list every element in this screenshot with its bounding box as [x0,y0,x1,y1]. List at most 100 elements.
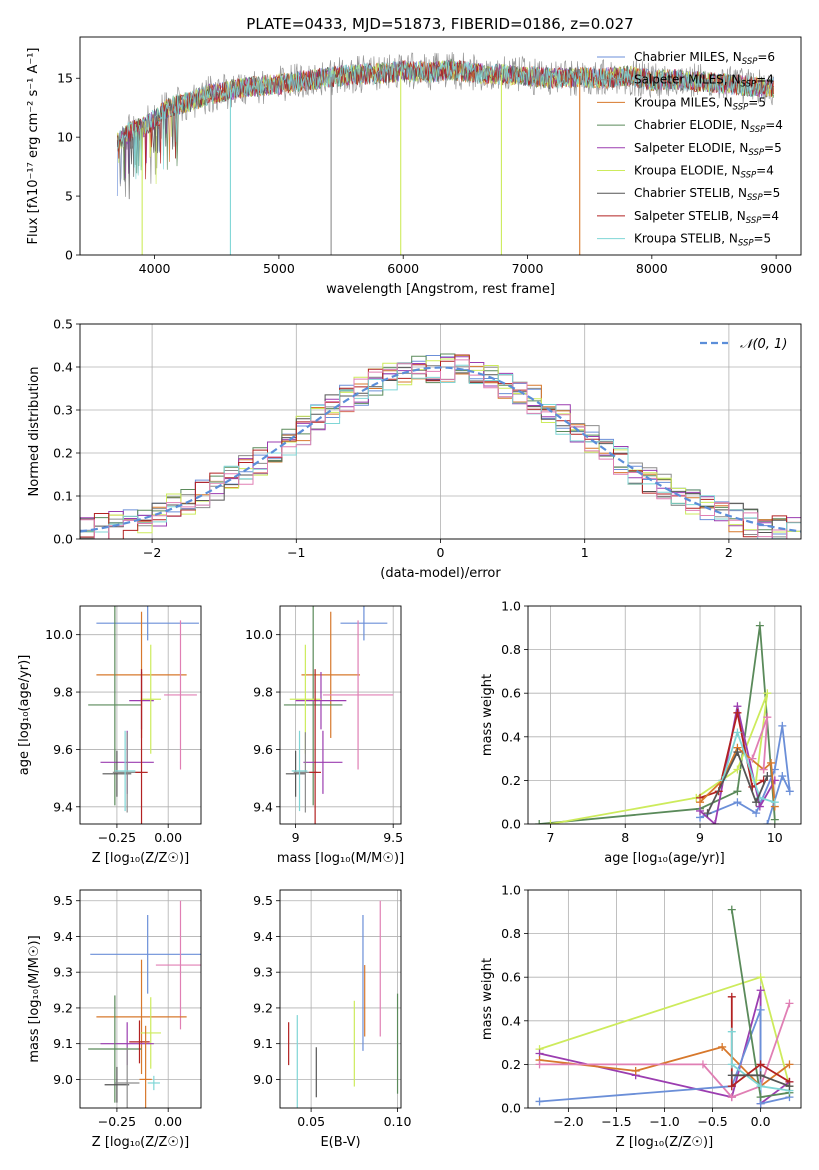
x-axis-label: wavelength [Angstrom, rest frame] [326,282,555,297]
y-tick-label: 1.0 [501,599,521,614]
weight-point [752,809,761,818]
weight-point [778,721,787,730]
legend-label: Salpeter STELIB, NSSP=4 [634,209,779,226]
y-tick-label: 0.5 [53,317,73,332]
weight-point [698,1060,707,1069]
y-tick-label: 10 [57,130,73,145]
weight-point [752,798,761,807]
y-tick-label: 9.4 [53,799,73,814]
weight-point [727,992,736,1001]
weight-point [696,806,705,815]
x-tick-label: 5000 [263,261,295,276]
y-tick-label: 9.6 [253,742,273,757]
weight-point [778,772,787,781]
axes-spectrum: 4000 5000 6000 7000 8000 9000 0 5 10 15 wavelength… [26,36,802,297]
x-axis-label: (data-model)/error [380,566,501,581]
weight-point [710,820,719,824]
legend-label: Salpeter MILES, NSSP=4 [634,73,774,90]
weight-series [721,731,776,804]
x-axis-label: Z [log₁₀(Z/Z☉)] [616,1135,713,1150]
weight-series [539,989,791,1105]
weight-point [756,1082,765,1091]
legend-label: Kroupa STELIB, NSSP=5 [634,232,771,249]
x-tick-label: −1 [287,545,305,560]
x-axis-label: Z [log₁₀(Z/Z☉)] [92,851,189,866]
y-tick-label: 9.2 [53,1000,73,1015]
y-tick-label: 9.4 [253,799,273,814]
x-tick-label: 0.00 [154,1114,182,1129]
plot-area [80,353,801,539]
legend-label: Chabrier STELIB, NSSP=5 [634,186,780,203]
x-tick-label: 8 [621,830,629,845]
y-tick-label: 9.1 [53,1036,73,1051]
y-axis-label: mass weight [480,958,495,1040]
y-tick-label: 9.8 [253,685,273,700]
x-tick-label: 4000 [139,261,171,276]
weight-point [535,820,544,824]
y-axis-label: Normed distribution [27,367,42,497]
x-tick-label: 9.5 [383,830,403,845]
figure-title: PLATE=0433, MJD=51873, FIBERID=0186, z=0… [246,15,633,33]
y-tick-label: 9.3 [253,965,273,980]
weight-point [770,798,779,807]
y-axis-label: mass weight [480,674,495,756]
weight-point [785,787,794,796]
y-tick-label: 9.5 [253,893,273,908]
legend-label: Chabrier MILES, NSSP=6 [634,50,775,67]
y-axis-label: mass [log₁₀(M/M☉)] [27,935,42,1062]
weight-series [699,725,791,824]
weight-point [733,708,742,717]
weight-point [727,1082,736,1091]
plot-area [288,900,399,1108]
x-axis-label: E(B-V) [320,1135,360,1150]
weight-point [535,1097,544,1106]
weight-point [763,772,772,781]
plot-area [283,606,394,824]
plot-area [535,621,794,824]
y-tick-label: 0.3 [53,403,73,418]
x-tick-label: 6000 [387,261,419,276]
x-tick-label: 0.05 [297,1114,325,1129]
weight-point [748,754,757,763]
weight-point [727,1093,736,1102]
x-tick-label: −0.5 [697,1114,727,1129]
x-tick-label: 7 [546,830,554,845]
weight-point [703,809,712,818]
x-tick-label: 0 [437,545,445,560]
x-tick-label: −1.5 [601,1114,631,1129]
x-tick-label: 2 [725,545,733,560]
axes-mass-vs-Z: −0.25 0.00 9.0 9.1 9.2 9.3 9.4 9.5 Z [log₁₀(Z/Z☉… [27,889,202,1150]
x-tick-label: 8000 [636,261,668,276]
y-tick-label: 9.3 [53,965,73,980]
y-tick-label: 9.6 [53,742,73,757]
legend-label: Kroupa MILES, NSSP=5 [634,95,766,112]
weight-point [767,758,776,767]
y-tick-label: 9.8 [53,685,73,700]
plot-area [88,606,199,824]
y-tick-label: 9.4 [53,929,73,944]
plot-area [535,905,794,1108]
x-tick-label: −0.25 [98,1114,136,1129]
x-tick-label: 10 [767,830,783,845]
y-tick-label: 0.4 [53,360,73,375]
weight-point [733,787,742,796]
y-tick-label: 0.6 [501,970,521,985]
x-tick-label: 9 [696,830,704,845]
axes-mass-vs-EBV: 0.05 0.10 9.0 9.1 9.2 9.3 9.4 9.5 E(B-V) [253,889,412,1150]
y-tick-label: 0.8 [501,642,521,657]
y-tick-label: 9.1 [253,1036,273,1051]
x-tick-label: 0.00 [154,830,182,845]
weight-point [756,1093,765,1102]
axes-frame [279,605,402,825]
weight-point [759,765,768,774]
y-tick-label: 9.0 [53,1072,73,1087]
y-tick-label: 0.2 [501,773,521,788]
weight-point [756,1005,765,1014]
y-tick-label: 9.2 [253,1000,273,1015]
x-axis-label: age [log₁₀(age/yr)] [604,851,725,866]
weight-point [785,1060,794,1069]
axes-residuals: −2 −1 0 1 2 0.0 0.1 0.2 0.3 0.4 0.5 (data-model)/er… [27,317,802,581]
weight-point [785,1082,794,1091]
y-tick-label: 9.5 [53,893,73,908]
weight-point [770,815,779,824]
